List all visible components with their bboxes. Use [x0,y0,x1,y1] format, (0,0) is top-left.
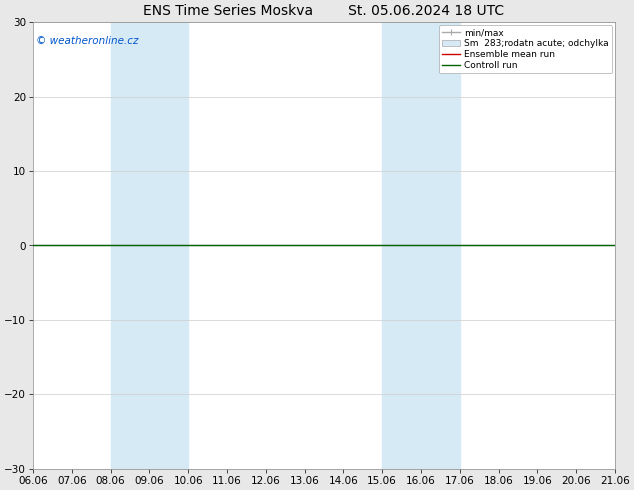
Text: © weatheronline.cz: © weatheronline.cz [36,35,138,46]
Legend: min/max, Sm  283;rodatn acute; odchylka, Ensemble mean run, Controll run: min/max, Sm 283;rodatn acute; odchylka, … [439,25,612,74]
Title: ENS Time Series Moskva        St. 05.06.2024 18 UTC: ENS Time Series Moskva St. 05.06.2024 18… [143,4,505,18]
Bar [110,22,188,469]
Bar [382,22,460,469]
